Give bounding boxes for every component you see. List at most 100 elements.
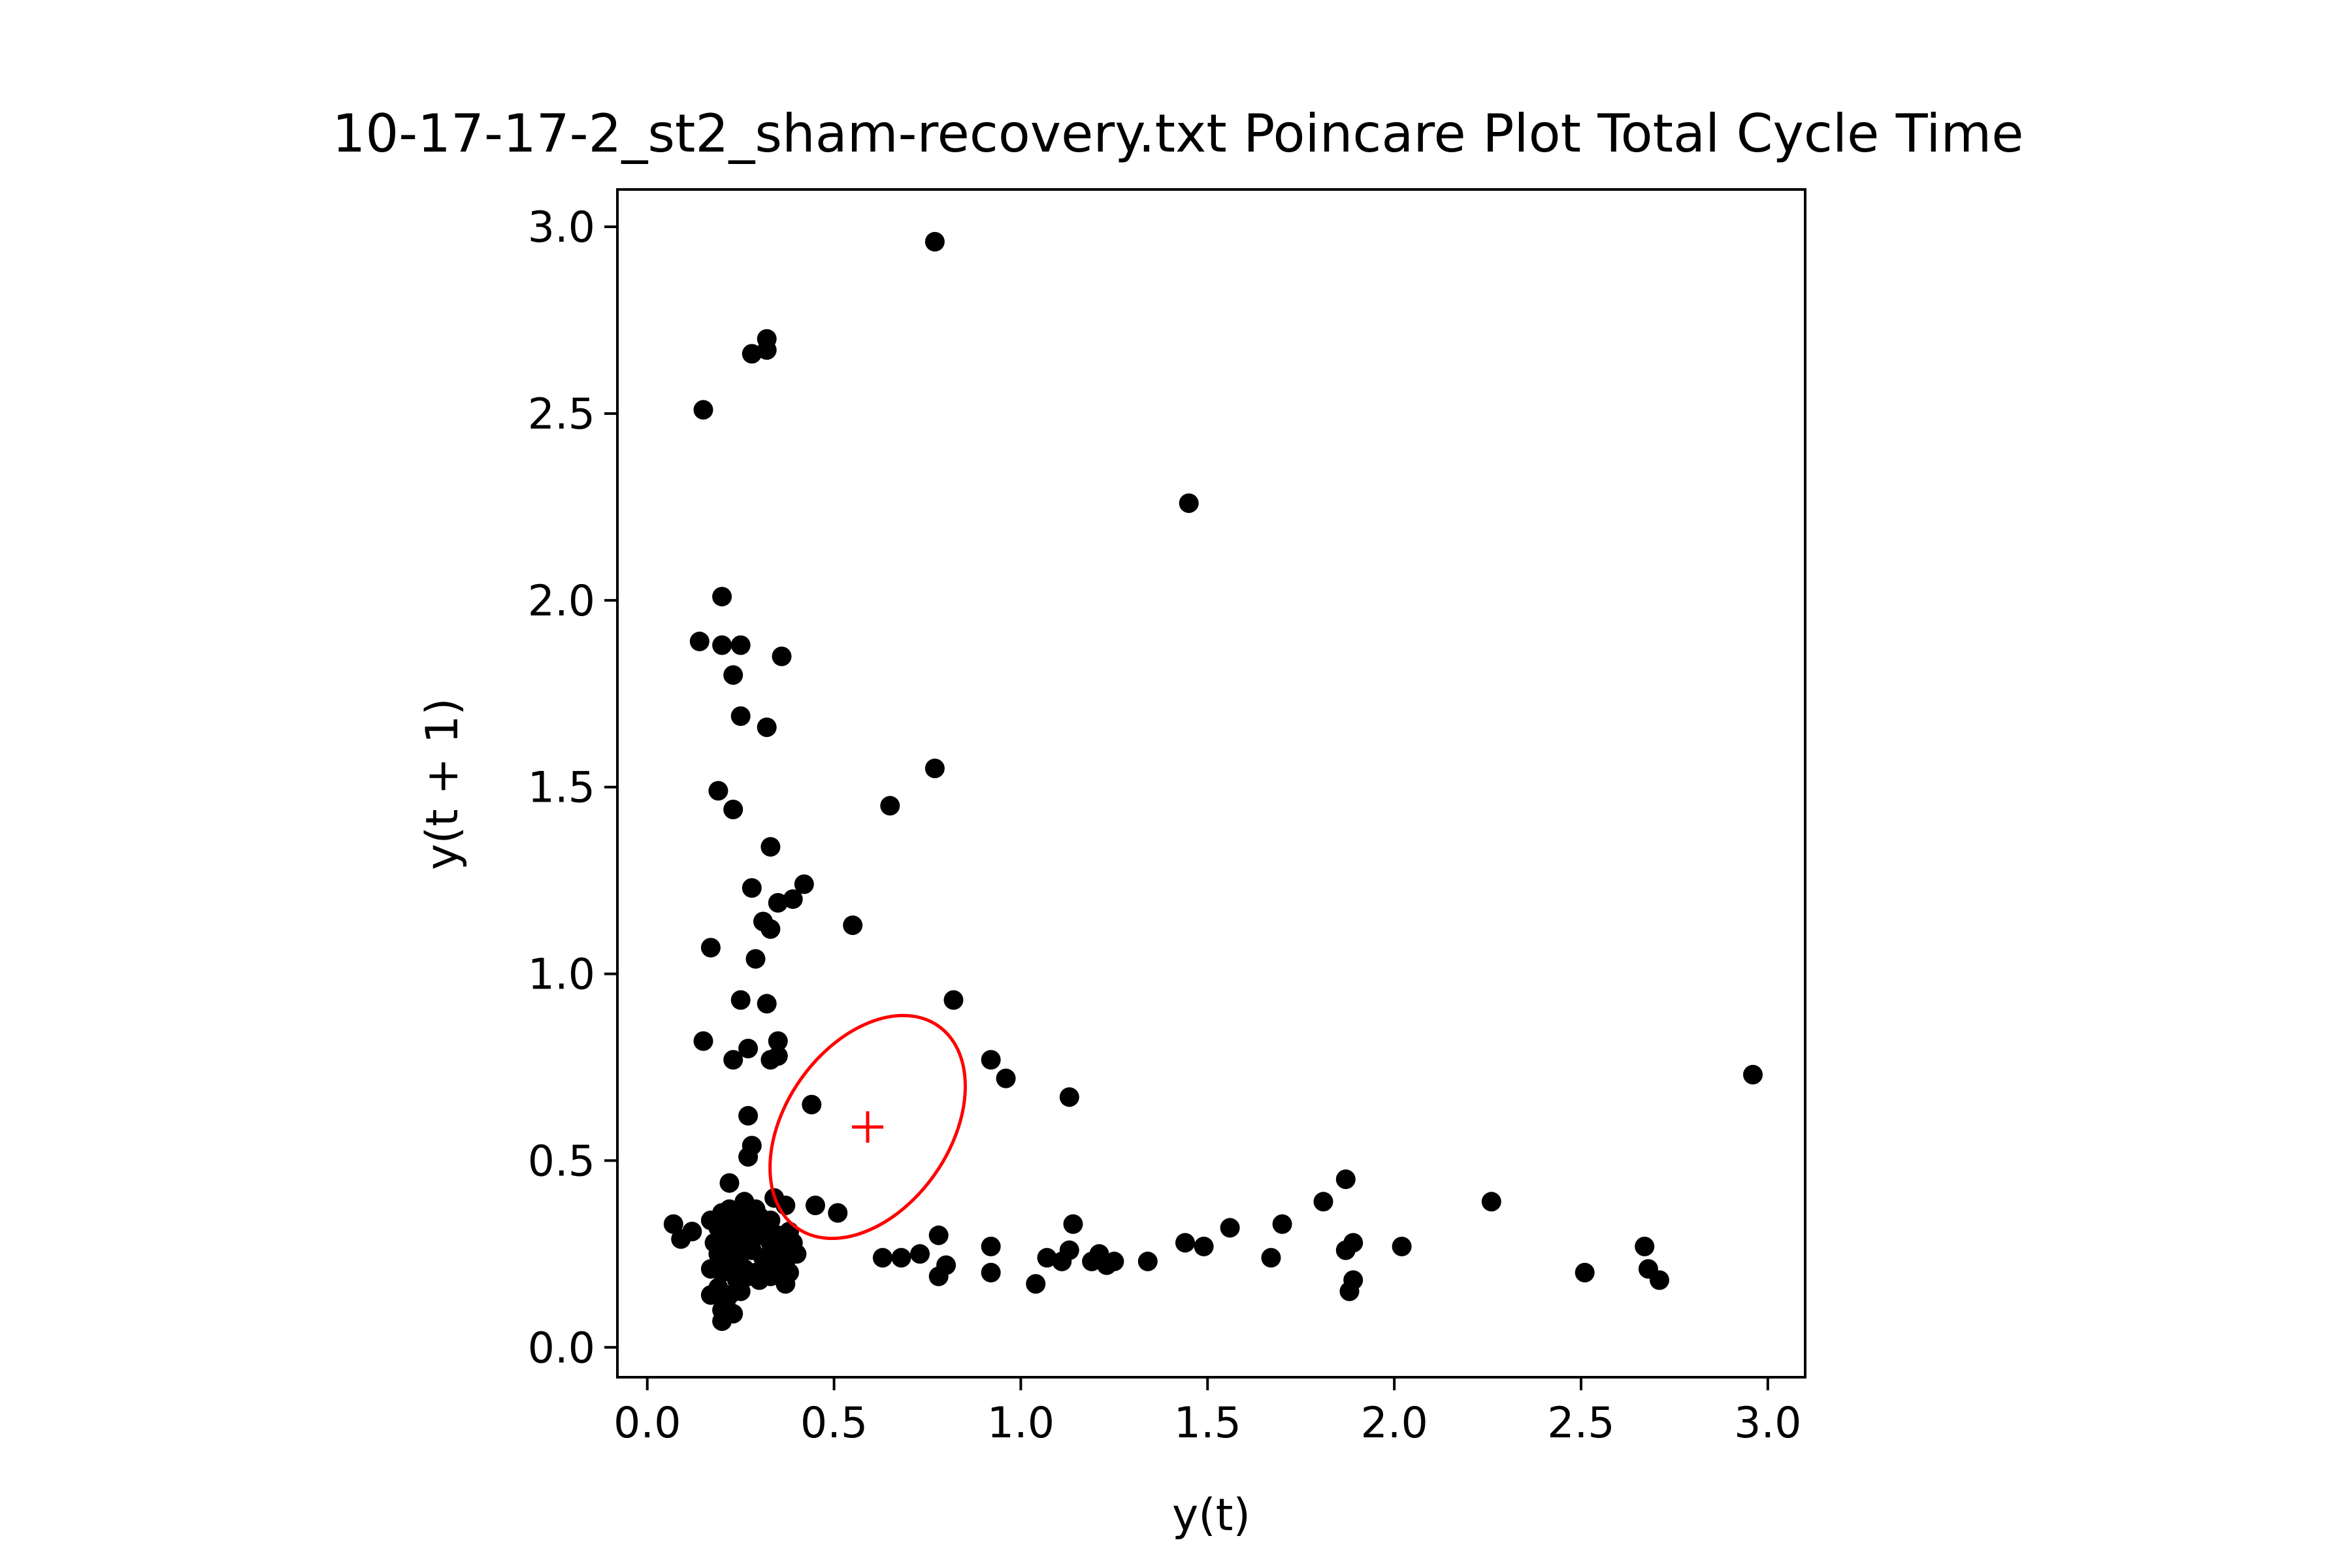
- data-point: [1179, 493, 1199, 514]
- chart-title: 10-17-17-2_st2_sham-recovery.txt Poincar…: [332, 103, 2023, 164]
- y-tick-label: 0.5: [528, 1137, 595, 1186]
- data-point: [1635, 1236, 1655, 1256]
- data-point: [723, 665, 743, 685]
- y-tick-label: 1.0: [528, 951, 595, 1000]
- data-point: [1575, 1262, 1595, 1282]
- data-point: [981, 1236, 1001, 1256]
- data-point: [738, 1147, 759, 1167]
- data-point: [828, 1203, 848, 1223]
- x-axis-label: y(t): [1172, 1490, 1250, 1541]
- x-tick-label: 3.0: [1734, 1399, 1801, 1448]
- x-tick-label: 2.5: [1547, 1399, 1614, 1448]
- data-point: [742, 878, 762, 898]
- data-point: [1059, 1240, 1079, 1260]
- data-point: [760, 1050, 781, 1070]
- data-point: [712, 1311, 732, 1331]
- data-point: [745, 949, 766, 969]
- data-point: [757, 340, 777, 360]
- data-point: [730, 990, 751, 1010]
- data-point: [757, 717, 777, 738]
- data-point: [753, 1222, 773, 1241]
- data-point: [1313, 1192, 1333, 1212]
- data-point: [738, 1105, 759, 1126]
- data-point: [794, 874, 814, 894]
- data-point: [712, 635, 732, 655]
- data-point: [943, 990, 964, 1010]
- data-point: [760, 1266, 781, 1286]
- x-tick-label: 1.5: [1174, 1399, 1241, 1448]
- data-point: [981, 1050, 1001, 1070]
- data-point: [712, 587, 732, 607]
- data-point: [1104, 1251, 1124, 1271]
- data-point: [700, 1259, 721, 1279]
- data-point: [1037, 1248, 1057, 1268]
- data-point: [1175, 1233, 1195, 1253]
- y-tick-label: 0.0: [528, 1324, 595, 1373]
- centroid-marker: [852, 1111, 884, 1143]
- y-tick-label: 1.5: [528, 764, 595, 813]
- data-point: [689, 631, 710, 651]
- data-point: [768, 892, 788, 913]
- data-point: [928, 1225, 949, 1245]
- y-tick-label: 2.0: [528, 577, 595, 626]
- y-axis-label: y(t + 1): [417, 698, 468, 870]
- data-point: [806, 1196, 825, 1215]
- data-point: [779, 1222, 799, 1241]
- sd-ellipse: [768, 1013, 967, 1241]
- data-point: [1194, 1236, 1214, 1256]
- data-point: [783, 889, 803, 909]
- data-point: [1392, 1236, 1412, 1256]
- data-point: [1059, 1087, 1079, 1107]
- data-point: [723, 800, 743, 819]
- data-point: [730, 1281, 751, 1301]
- data-point: [843, 915, 863, 936]
- data-point: [671, 1229, 691, 1249]
- data-point: [776, 1274, 796, 1294]
- x-tick-label: 0.5: [800, 1399, 868, 1448]
- data-point: [708, 1218, 728, 1238]
- y-tick-label: 3.0: [528, 203, 595, 252]
- data-point: [910, 1244, 930, 1264]
- data-point: [928, 1266, 949, 1286]
- data-point: [768, 1031, 788, 1051]
- data-point: [981, 1262, 1001, 1282]
- data-point: [772, 646, 792, 666]
- data-point: [1220, 1218, 1240, 1238]
- points-layer: [663, 232, 1763, 1331]
- data-point: [1261, 1248, 1281, 1268]
- overlay-layer: [768, 1013, 967, 1241]
- plot-area-frame: [616, 188, 1806, 1379]
- data-point: [663, 1214, 683, 1234]
- data-point: [719, 1173, 740, 1193]
- data-point: [924, 232, 945, 252]
- data-point: [1335, 1169, 1356, 1189]
- data-point: [745, 1199, 766, 1219]
- data-point: [1743, 1064, 1763, 1085]
- data-point: [924, 759, 945, 779]
- data-point: [787, 1244, 807, 1264]
- data-point: [1272, 1214, 1292, 1234]
- y-axis-ticks: 0.0 0.5 1.0 1.5 2.0 2.5 3.0: [528, 203, 617, 1373]
- data-point: [730, 706, 751, 727]
- x-tick-label: 2.0: [1360, 1399, 1428, 1448]
- data-point: [1063, 1214, 1083, 1234]
- data-point: [1137, 1251, 1158, 1271]
- data-point: [708, 781, 728, 801]
- data-point: [880, 796, 900, 816]
- data-point: [693, 400, 713, 420]
- data-point: [1026, 1274, 1046, 1294]
- data-point: [700, 1285, 721, 1305]
- data-point: [891, 1248, 911, 1268]
- data-point: [757, 994, 777, 1014]
- x-axis-ticks: 0.0 0.5 1.0 1.5 2.0 2.5 3.0: [613, 1377, 1802, 1448]
- data-point: [693, 1031, 713, 1051]
- data-point: [730, 635, 751, 655]
- data-point: [719, 1199, 740, 1219]
- data-point: [1481, 1192, 1501, 1212]
- data-point: [760, 919, 781, 939]
- data-point: [1343, 1233, 1364, 1253]
- x-tick-label: 0.0: [613, 1399, 681, 1448]
- data-point: [802, 1094, 822, 1115]
- data-point: [734, 1225, 755, 1245]
